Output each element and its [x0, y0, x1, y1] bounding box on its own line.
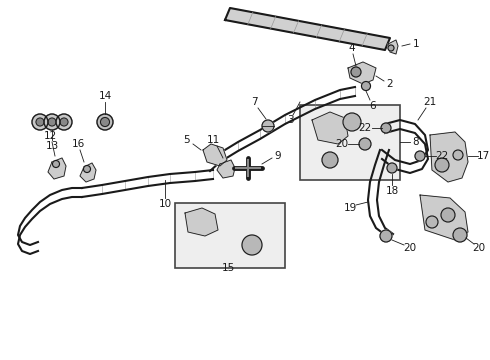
Circle shape — [262, 120, 274, 132]
Circle shape — [453, 150, 463, 160]
Circle shape — [242, 235, 262, 255]
Text: 1: 1 — [413, 39, 419, 49]
Bar — [300, 105, 400, 180]
Text: 11: 11 — [206, 135, 220, 145]
Text: 17: 17 — [476, 151, 490, 161]
Circle shape — [381, 123, 391, 133]
Bar — [175, 203, 285, 268]
Circle shape — [388, 45, 394, 51]
Text: 4: 4 — [349, 43, 355, 53]
Circle shape — [343, 113, 361, 131]
Circle shape — [453, 228, 467, 242]
Text: 21: 21 — [423, 97, 437, 107]
Polygon shape — [48, 158, 66, 179]
Text: 22: 22 — [436, 151, 449, 161]
Circle shape — [426, 216, 438, 228]
Text: 20: 20 — [336, 139, 348, 149]
Text: 7: 7 — [251, 97, 257, 107]
Text: 15: 15 — [221, 263, 235, 273]
Text: 18: 18 — [385, 186, 399, 196]
Circle shape — [36, 118, 44, 126]
Circle shape — [415, 151, 425, 161]
Text: 12: 12 — [44, 131, 57, 141]
Text: 22: 22 — [358, 123, 371, 133]
Circle shape — [44, 114, 60, 130]
Polygon shape — [312, 112, 348, 144]
Polygon shape — [420, 195, 468, 240]
Text: 9: 9 — [275, 151, 281, 161]
Polygon shape — [185, 208, 218, 236]
Text: 6: 6 — [369, 101, 376, 111]
Text: 20: 20 — [403, 243, 416, 253]
Circle shape — [380, 230, 392, 242]
Text: 2: 2 — [387, 79, 393, 89]
Polygon shape — [348, 62, 376, 84]
Polygon shape — [388, 40, 398, 54]
Circle shape — [83, 166, 91, 172]
Polygon shape — [203, 144, 227, 166]
Text: 16: 16 — [72, 139, 85, 149]
Circle shape — [100, 117, 109, 126]
Circle shape — [435, 158, 449, 172]
Circle shape — [322, 152, 338, 168]
Circle shape — [97, 114, 113, 130]
Circle shape — [351, 67, 361, 77]
Text: 8: 8 — [413, 137, 419, 147]
Text: 3: 3 — [287, 115, 294, 125]
Text: 20: 20 — [472, 243, 486, 253]
Text: 19: 19 — [343, 203, 357, 213]
Circle shape — [52, 161, 59, 167]
Polygon shape — [217, 160, 235, 178]
Polygon shape — [80, 163, 96, 182]
Circle shape — [362, 81, 370, 90]
Circle shape — [60, 118, 68, 126]
Text: 13: 13 — [46, 141, 59, 151]
Polygon shape — [430, 132, 468, 182]
Circle shape — [48, 118, 56, 126]
Text: 14: 14 — [98, 91, 112, 101]
Text: 5: 5 — [184, 135, 190, 145]
Circle shape — [32, 114, 48, 130]
Circle shape — [359, 138, 371, 150]
Text: 10: 10 — [158, 199, 172, 209]
Circle shape — [441, 208, 455, 222]
Circle shape — [387, 163, 397, 173]
Polygon shape — [225, 8, 390, 50]
Circle shape — [56, 114, 72, 130]
